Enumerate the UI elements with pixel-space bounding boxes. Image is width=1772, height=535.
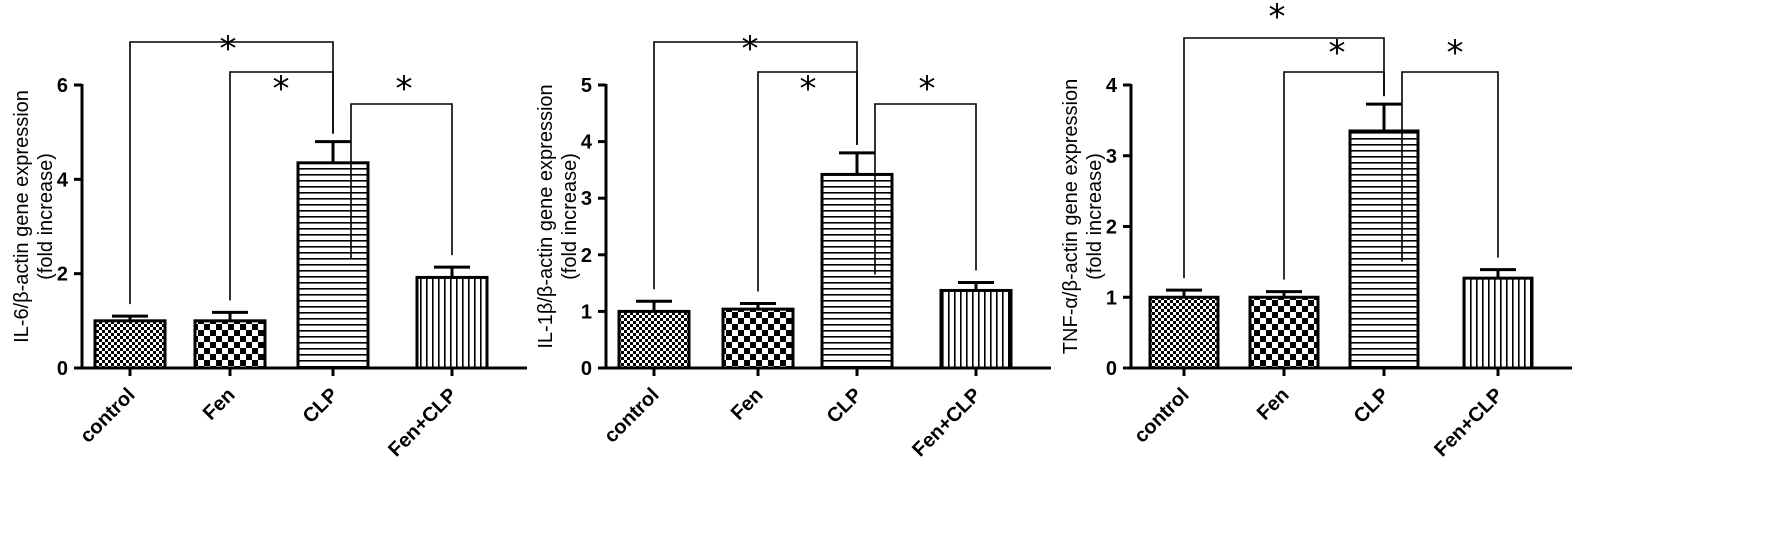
significance-bracket bbox=[1283, 71, 1385, 280]
x-tick-label: control bbox=[600, 384, 663, 447]
significance-star: * bbox=[800, 69, 817, 109]
significance-star: * bbox=[1269, 0, 1286, 37]
y-tick-label: 2 bbox=[57, 264, 68, 286]
x-tick-label: control bbox=[1130, 384, 1193, 447]
x-tick-label: CLP bbox=[299, 384, 343, 428]
significance-bracket bbox=[229, 71, 334, 301]
bar-control bbox=[617, 309, 691, 370]
bar-control bbox=[93, 319, 167, 370]
significance-star: * bbox=[919, 69, 936, 109]
significance-bracket bbox=[757, 71, 858, 292]
bar-fen-clp bbox=[415, 275, 489, 370]
x-tick-label: CLP bbox=[1350, 384, 1394, 428]
significance-star: * bbox=[273, 69, 290, 109]
x-tick-label: Fen+CLP bbox=[384, 384, 461, 461]
x-tick-label: Fen bbox=[199, 384, 240, 425]
x-tick-label: Fen+CLP bbox=[1430, 384, 1507, 461]
bar-clp bbox=[1348, 129, 1420, 370]
significance-bracket bbox=[1183, 37, 1385, 279]
x-tick-label: CLP bbox=[823, 384, 867, 428]
y-tick-label: 5 bbox=[581, 75, 592, 97]
y-tick-label: 3 bbox=[581, 188, 592, 210]
bar-clp bbox=[820, 172, 894, 370]
chart-panel-3: 0 1 2 3 4 TNF-α/β-actin gene expression (fold … bbox=[1060, 0, 1572, 461]
chart-panel-2: 0 1 2 3 4 5 IL-1β/β-actin gene expression (fold… bbox=[535, 29, 1051, 461]
y-tick-label: 0 bbox=[57, 358, 68, 380]
significance-bracket bbox=[350, 103, 453, 260]
y-axis-label: TNF-α/β-actin gene expression bbox=[1060, 79, 1082, 354]
y-axis-label-units: (fold increase) bbox=[35, 153, 57, 280]
bar-fen bbox=[1248, 295, 1320, 370]
x-tick-label: Fen bbox=[727, 384, 768, 425]
bar-control bbox=[1148, 295, 1220, 370]
significance-star: * bbox=[220, 29, 237, 69]
significance-star: * bbox=[1329, 33, 1346, 73]
y-tick-label: 6 bbox=[57, 75, 68, 97]
significance-star: * bbox=[396, 69, 413, 109]
y-axis-label-units: (fold increase) bbox=[1084, 153, 1106, 280]
x-tick-label: Fen+CLP bbox=[908, 384, 985, 461]
y-tick-label: 0 bbox=[1106, 358, 1117, 380]
y-tick-label: 3 bbox=[1106, 146, 1117, 168]
y-tick-label: 4 bbox=[581, 132, 593, 154]
y-axis-label-units: (fold increase) bbox=[559, 153, 581, 280]
x-tick-label: control bbox=[76, 384, 139, 447]
chart-panel-1: 0 2 4 6 IL-6/β-actin gene expression (fold in… bbox=[11, 29, 527, 461]
significance-star: * bbox=[1447, 33, 1464, 73]
y-axis-label: IL-6/β-actin gene expression bbox=[11, 90, 33, 343]
bar-fen-clp bbox=[939, 288, 1013, 370]
y-tick-label: 2 bbox=[1106, 217, 1117, 239]
y-axis-label: IL-1β/β-actin gene expression bbox=[535, 84, 557, 348]
y-tick-label: 1 bbox=[1106, 287, 1117, 309]
x-tick-label: Fen bbox=[1253, 384, 1294, 425]
y-tick-label: 1 bbox=[581, 301, 592, 323]
significance-bracket bbox=[1401, 71, 1499, 262]
y-tick-label: 0 bbox=[581, 358, 592, 380]
y-tick-label: 4 bbox=[57, 169, 69, 191]
bar-fen bbox=[193, 319, 267, 370]
significance-bracket bbox=[874, 103, 977, 275]
bar-fen-clp bbox=[1462, 276, 1534, 370]
bar-fen bbox=[721, 307, 795, 370]
bar-clp bbox=[296, 161, 370, 370]
y-tick-label: 2 bbox=[581, 245, 592, 267]
y-tick-label: 4 bbox=[1106, 75, 1118, 97]
significance-star: * bbox=[742, 29, 759, 69]
